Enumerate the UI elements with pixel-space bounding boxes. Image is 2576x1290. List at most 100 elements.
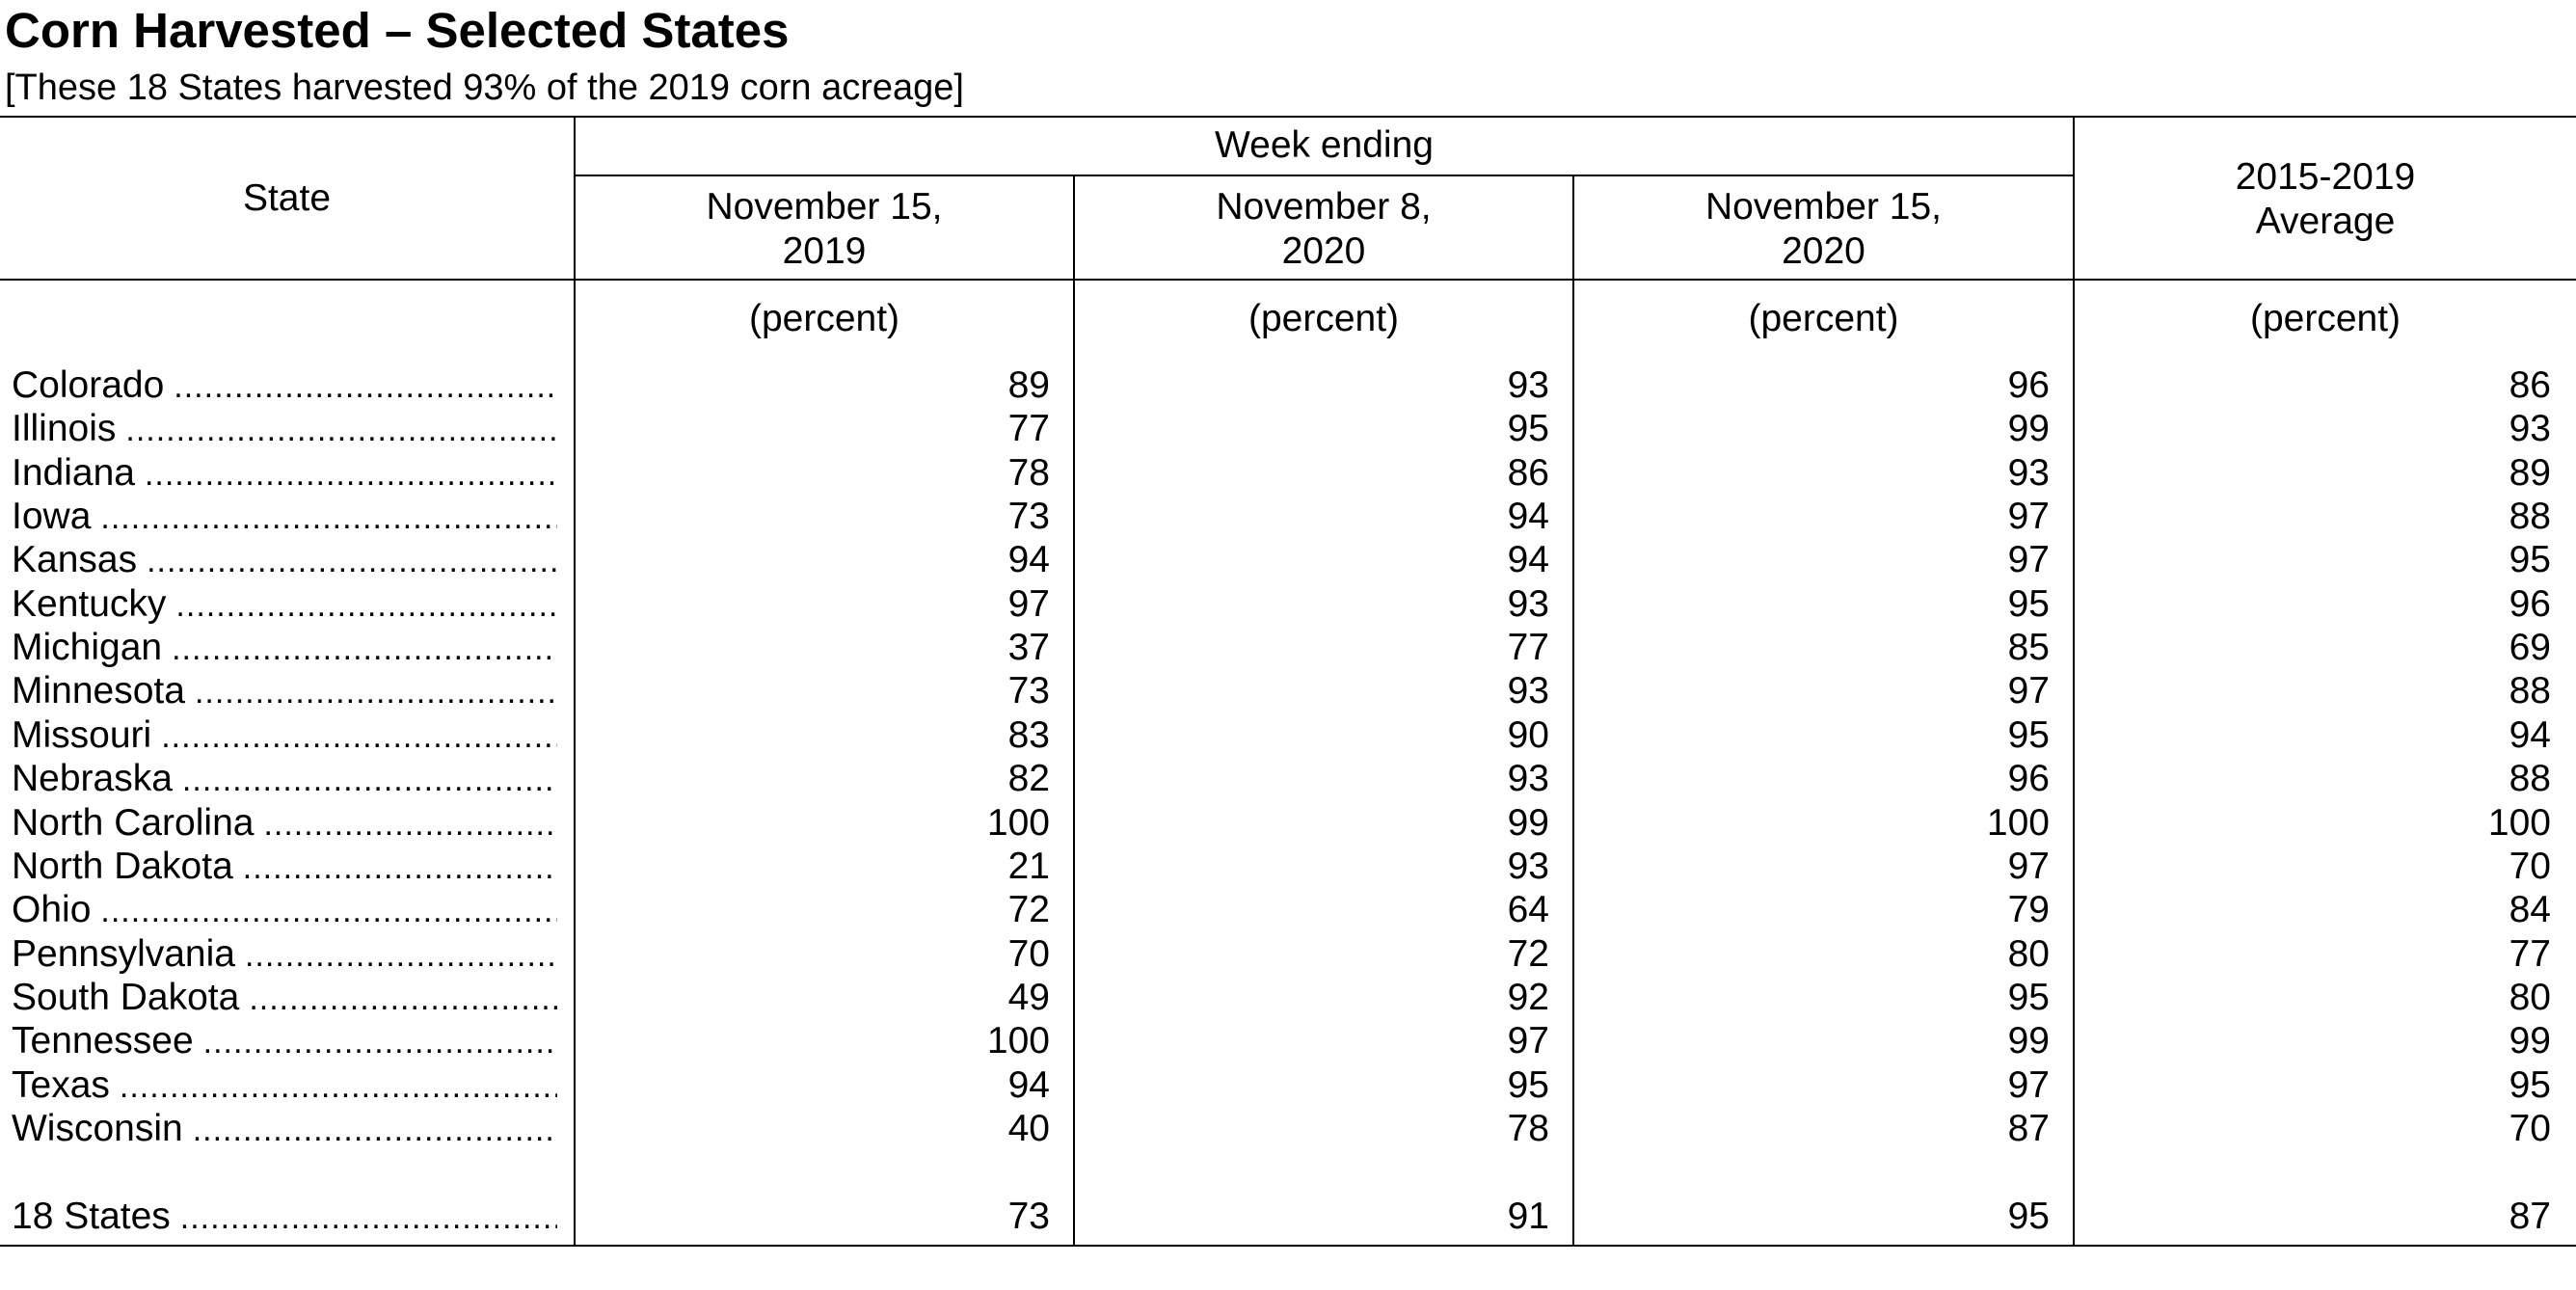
column-header-line: November 15, (706, 186, 943, 228)
table-row: Wisconsin...............................… (0, 1107, 2576, 1150)
state-name: Minnesota (12, 670, 185, 712)
value-average: 70 (2509, 846, 2551, 887)
value-average: 95 (2509, 539, 2551, 580)
dot-leader: ........................................… (144, 456, 557, 493)
table-row: Texas...................................… (0, 1063, 2576, 1107)
value-nov15-2019: 73 (1007, 1196, 1050, 1237)
state-label: Nebraska................................… (12, 757, 557, 800)
unit-label: (percent) (1748, 298, 1899, 339)
value-nov8-2020: 78 (1507, 1108, 1549, 1149)
dot-leader: ........................................… (174, 368, 557, 405)
table-row: Tennessee...............................… (0, 1019, 2576, 1062)
value-nov8-2020: 95 (1507, 1064, 1549, 1106)
table-row: North Dakota............................… (0, 845, 2576, 888)
state-label: North Dakota............................… (12, 845, 557, 888)
state-name: Missouri (12, 714, 152, 756)
column-header-line: 2020 (1281, 230, 1366, 272)
value-nov15-2019: 72 (1007, 889, 1050, 930)
column-header-average: 2015-2019 Average (2075, 155, 2576, 244)
dot-leader: ........................................… (249, 981, 557, 1017)
dot-leader: ........................................… (125, 412, 557, 448)
value-nov15-2019: 100 (986, 802, 1050, 844)
value-nov15-2019: 49 (1007, 977, 1050, 1018)
value-nov15-2020: 87 (2007, 1108, 2050, 1149)
value-nov15-2019: 100 (986, 1020, 1050, 1062)
value-nov15-2019: 73 (1007, 496, 1050, 537)
value-nov8-2020: 95 (1507, 408, 1549, 449)
state-label: Minnesota...............................… (12, 669, 557, 712)
column-header-nov15-2020: November 15, 2020 (1574, 185, 2073, 274)
value-average: 84 (2509, 889, 2551, 930)
table-row: Michigan................................… (0, 626, 2576, 669)
value-nov15-2020: 96 (2007, 364, 2050, 406)
value-nov8-2020: 93 (1507, 670, 1549, 712)
unit-label: (percent) (1248, 298, 1400, 339)
table-row: Iowa....................................… (0, 495, 2576, 538)
dot-leader: ........................................… (181, 762, 557, 798)
top-rule (0, 116, 2576, 118)
column-header-line: 2015-2019 (2235, 156, 2416, 198)
dot-leader: ........................................… (242, 849, 557, 886)
dot-leader: ........................................… (202, 1024, 557, 1061)
value-nov8-2020: 90 (1507, 714, 1549, 756)
table-row: Pennsylvania............................… (0, 932, 2576, 976)
value-nov15-2019: 82 (1007, 758, 1050, 799)
total-row: 18 States...............................… (0, 1195, 2576, 1238)
column-divider (2073, 116, 2075, 1246)
unit-label: (percent) (748, 298, 900, 339)
dot-leader: ........................................… (179, 1199, 557, 1236)
bottom-rule (0, 1245, 2576, 1247)
value-nov8-2020: 86 (1507, 452, 1549, 494)
value-nov15-2019: 89 (1007, 364, 1050, 406)
column-header-line: November 15, (1705, 186, 1942, 228)
value-nov15-2020: 95 (2007, 714, 2050, 756)
value-nov15-2019: 97 (1007, 583, 1050, 625)
value-nov15-2020: 85 (2007, 627, 2050, 668)
value-nov8-2020: 94 (1507, 496, 1549, 537)
state-label: Missouri................................… (12, 713, 557, 757)
value-average: 93 (2509, 408, 2551, 449)
table-row: Kentucky................................… (0, 582, 2576, 626)
value-nov15-2020: 80 (2007, 933, 2050, 975)
state-label: North Carolina..........................… (12, 801, 557, 845)
state-name: South Dakota (12, 977, 240, 1018)
value-nov8-2020: 97 (1507, 1020, 1549, 1062)
value-nov15-2020: 97 (2007, 670, 2050, 712)
state-label: Tennessee...............................… (12, 1019, 557, 1062)
dot-leader: ........................................… (194, 674, 557, 711)
state-label: Colorado................................… (12, 363, 557, 407)
state-name: Tennessee (12, 1020, 194, 1062)
value-nov8-2020: 92 (1507, 977, 1549, 1018)
value-nov15-2019: 73 (1007, 670, 1050, 712)
value-nov8-2020: 99 (1507, 802, 1549, 844)
value-nov15-2019: 94 (1007, 539, 1050, 580)
state-label: Wisconsin...............................… (12, 1107, 557, 1150)
value-average: 86 (2509, 364, 2551, 406)
state-name: 18 States (12, 1196, 171, 1237)
value-nov8-2020: 72 (1507, 933, 1549, 975)
state-label: 18 States...............................… (12, 1195, 557, 1238)
state-name: Kansas (12, 539, 138, 580)
value-nov8-2020: 64 (1507, 889, 1549, 930)
column-header-line: 2019 (782, 230, 867, 272)
column-header-line: Average (2255, 201, 2396, 242)
state-label: Indiana.................................… (12, 451, 557, 495)
value-average: 77 (2509, 933, 2551, 975)
table-row: Colorado................................… (0, 363, 2576, 407)
value-nov15-2020: 79 (2007, 889, 2050, 930)
state-name: Texas (12, 1064, 110, 1106)
value-average: 96 (2509, 583, 2551, 625)
value-nov15-2020: 97 (2007, 1064, 2050, 1106)
column-header-nov8-2020: November 8, 2020 (1075, 185, 1572, 274)
state-name: Michigan (12, 627, 163, 668)
state-name: Kentucky (12, 583, 167, 625)
table-row: North Carolina..........................… (0, 801, 2576, 845)
value-nov15-2019: 37 (1007, 627, 1050, 668)
value-nov15-2020: 100 (1986, 802, 2050, 844)
value-average: 89 (2509, 452, 2551, 494)
state-label: Ohio....................................… (12, 888, 557, 931)
state-name: North Dakota (12, 846, 233, 887)
value-nov8-2020: 94 (1507, 539, 1549, 580)
dot-leader: ........................................… (100, 499, 557, 536)
column-header-line: 2020 (1782, 230, 1865, 272)
